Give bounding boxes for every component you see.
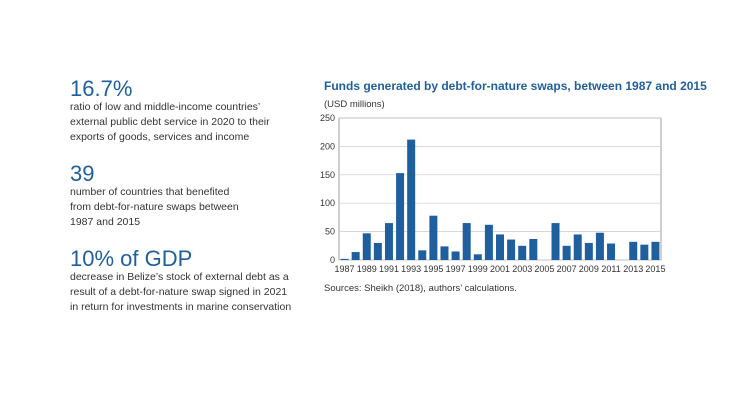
bar (562, 245, 571, 260)
bar (407, 139, 416, 260)
bar (551, 223, 560, 260)
y-tick-label: 0 (330, 255, 335, 265)
stat-description: number of countries that benefited (70, 186, 230, 198)
bar (473, 254, 482, 260)
bar (640, 244, 649, 260)
y-tick-label: 200 (320, 141, 335, 151)
y-tick-label: 250 (320, 113, 335, 123)
chart-source: Sources: Sheikh (2018), authors’ calcula… (324, 283, 517, 294)
x-tick-label: 1999 (468, 264, 488, 274)
bar (451, 251, 460, 260)
stat-figure: 16.7% (70, 76, 132, 101)
bar (340, 258, 349, 260)
bar (418, 250, 427, 260)
chart-title: Funds generated by debt-for-nature swaps… (324, 79, 707, 93)
stat-figure: 10% of GDP (70, 246, 192, 271)
bar (629, 241, 638, 260)
bar (384, 223, 393, 260)
y-tick-label: 50 (325, 227, 335, 237)
bar (573, 234, 582, 260)
x-tick-label: 2007 (557, 264, 577, 274)
bar (373, 242, 382, 260)
x-tick-label: 2013 (623, 264, 643, 274)
bar (440, 246, 449, 260)
stat-description: in return for investments in marine cons… (70, 301, 291, 313)
bar (362, 233, 371, 260)
bar (496, 234, 504, 260)
bar (584, 242, 593, 260)
x-tick-label: 2009 (579, 264, 599, 274)
bar (651, 241, 660, 260)
x-tick-label: 2003 (512, 264, 532, 274)
bar (429, 215, 438, 260)
bar (529, 238, 538, 260)
bar (595, 232, 604, 260)
y-tick-label: 100 (320, 198, 335, 208)
stat-description: result of a debt-for-nature swap signed … (70, 286, 287, 298)
stat-description: external public debt service in 2020 to … (70, 116, 270, 128)
x-tick-label: 2001 (490, 264, 510, 274)
stat-description: exports of goods, services and income (70, 131, 249, 143)
stat-description: 1987 and 2015 (70, 216, 140, 228)
x-tick-label: 2005 (534, 264, 554, 274)
x-tick-label: 1991 (379, 264, 399, 274)
x-tick-label: 1989 (357, 264, 377, 274)
x-tick-label: 1987 (335, 264, 355, 274)
bar (462, 223, 471, 260)
stat-description: decrease in Belize’s stock of external d… (70, 271, 289, 283)
bar (484, 224, 493, 260)
stat-figure: 39 (70, 161, 94, 186)
x-tick-label: 1995 (423, 264, 443, 274)
bar (607, 243, 616, 260)
bar (396, 173, 405, 260)
stat-description: ratio of low and middle-income countries… (70, 101, 260, 113)
bar (351, 252, 360, 260)
bar (507, 239, 516, 260)
x-tick-label: 1993 (401, 264, 421, 274)
stat-description: from debt-for-nature swaps between (70, 201, 239, 213)
y-tick-label: 150 (320, 170, 335, 180)
bar (518, 245, 527, 260)
x-tick-label: 2015 (645, 264, 665, 274)
x-tick-label: 2011 (601, 264, 620, 274)
x-tick-label: 1997 (446, 264, 466, 274)
chart-subtitle: (USD millions) (324, 99, 385, 110)
